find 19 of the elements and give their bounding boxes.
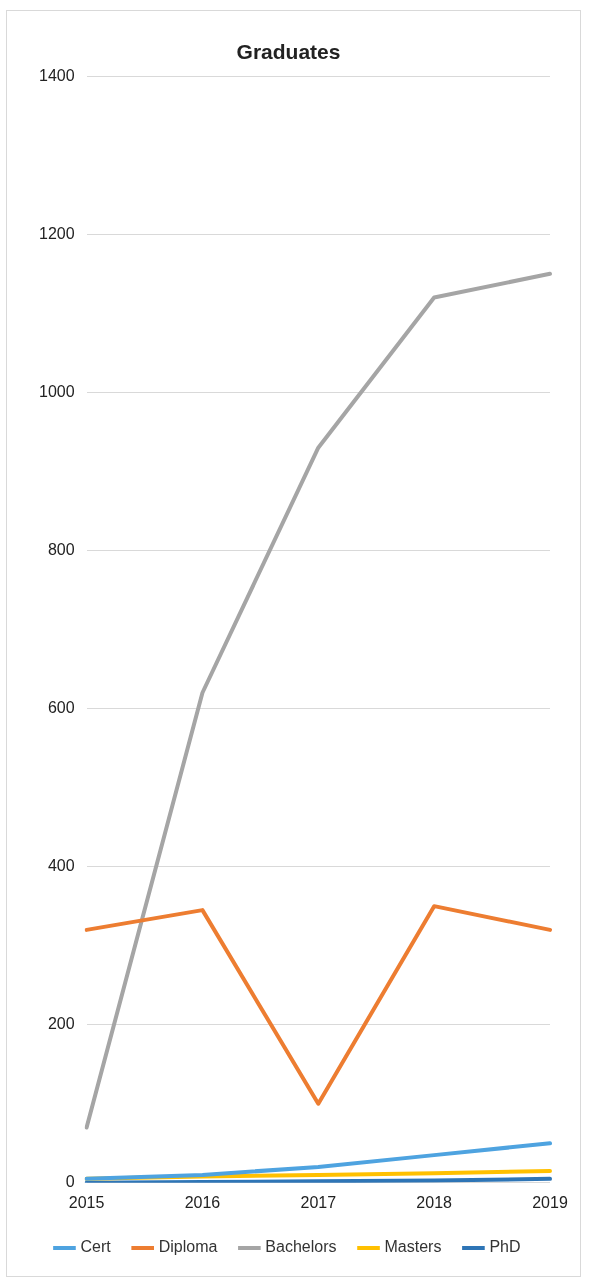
y-tick-label: 200 bbox=[47, 1015, 75, 1033]
legend-label: Masters bbox=[384, 1238, 442, 1256]
legend-label: Cert bbox=[80, 1238, 112, 1256]
legend-label: Bachelors bbox=[265, 1238, 337, 1256]
x-tick-label: 2019 bbox=[532, 1193, 568, 1211]
x-tick-label: 2017 bbox=[300, 1193, 337, 1211]
legend-label: Diploma bbox=[158, 1238, 218, 1256]
y-tick-label: 600 bbox=[47, 698, 75, 716]
y-tick-label: 1000 bbox=[39, 382, 75, 400]
x-tick-label: 2018 bbox=[416, 1193, 453, 1211]
legend-label: PhD bbox=[489, 1238, 521, 1256]
y-tick-label: 1200 bbox=[39, 224, 75, 242]
y-tick-label: 400 bbox=[47, 857, 75, 875]
chart-title: Graduates bbox=[236, 40, 341, 64]
y-tick-label: 0 bbox=[65, 1173, 75, 1191]
x-tick-label: 2016 bbox=[184, 1193, 221, 1211]
x-tick-label: 2015 bbox=[68, 1193, 105, 1211]
y-tick-label: 800 bbox=[47, 540, 75, 558]
y-tick-label: 1400 bbox=[39, 66, 75, 84]
